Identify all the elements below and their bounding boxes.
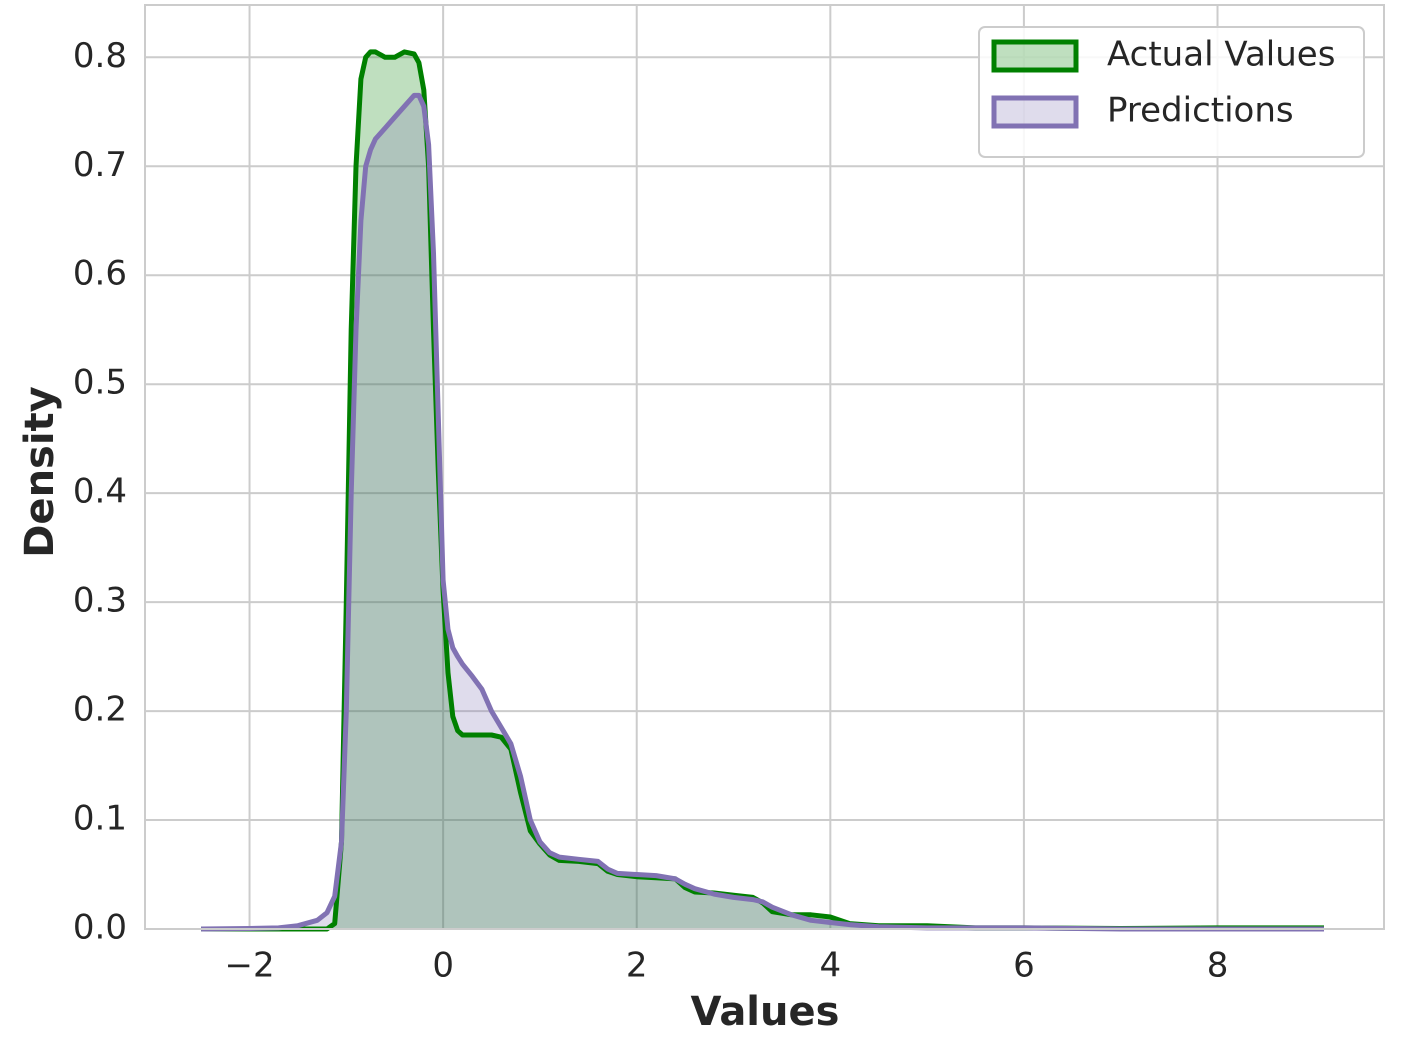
legend-swatch (991, 39, 1079, 73)
y-tick-label: 0.1 (73, 799, 127, 839)
x-tick-label: 2 (626, 946, 648, 986)
y-tick-label: 0.0 (73, 908, 127, 948)
x-tick-label: 6 (1013, 946, 1035, 986)
y-tick-label: 0.4 (73, 472, 127, 512)
y-tick-label: 0.3 (73, 581, 127, 621)
density-line (201, 92, 1324, 932)
x-tick-label: 0 (432, 946, 454, 986)
plot-frame (144, 4, 1385, 930)
density-area (201, 51, 1325, 929)
density-area (201, 95, 1325, 929)
legend-swatch (991, 95, 1079, 129)
legend-label: Actual Values (1107, 35, 1335, 75)
y-tick-label: 0.5 (73, 363, 127, 403)
x-tick-label: 4 (820, 946, 842, 986)
y-tick-label: 0.2 (73, 690, 127, 730)
x-axis-label: Values (691, 989, 840, 1035)
x-tick-label: 8 (1207, 946, 1229, 986)
x-tick-label: −2 (224, 946, 274, 986)
legend-label: Predictions (1107, 91, 1294, 131)
y-tick-label: 0.7 (73, 145, 127, 185)
y-tick-label: 0.8 (73, 36, 127, 76)
y-tick-label: 0.6 (73, 254, 127, 294)
y-axis-label: Density (17, 386, 63, 558)
